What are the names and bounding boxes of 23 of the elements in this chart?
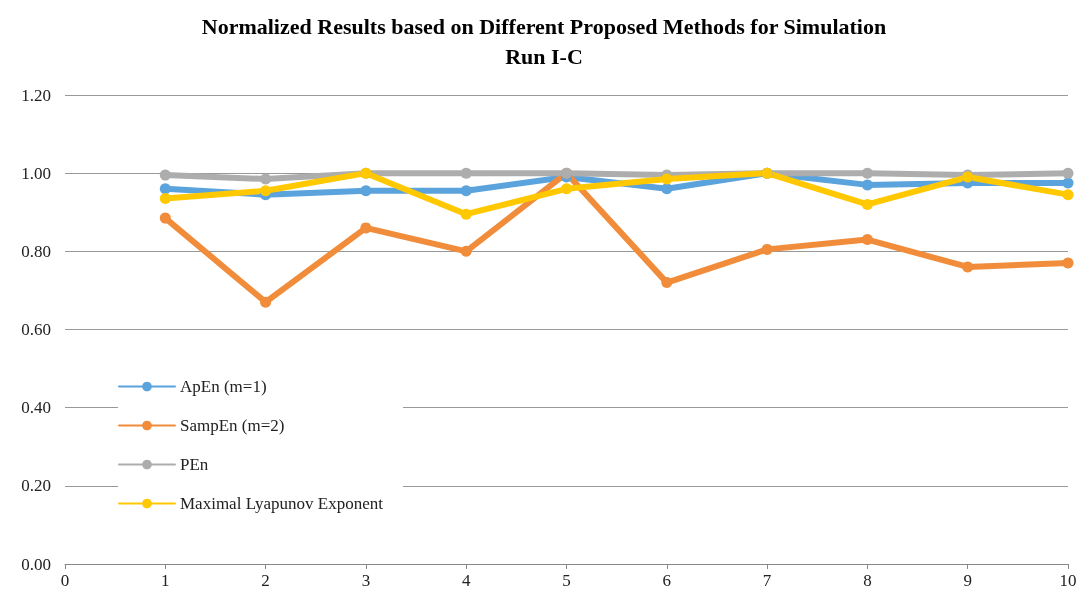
- x-tick-label: 1: [161, 571, 170, 590]
- y-tick-label: 1.00: [21, 163, 51, 183]
- y-tick-label: 0.80: [21, 241, 51, 261]
- y-tick-label: 0.60: [21, 320, 51, 339]
- legend-label: PEn: [180, 455, 209, 474]
- x-tick-label: 9: [963, 571, 972, 590]
- x-tick-label: 10: [1059, 571, 1077, 590]
- x-tick-label: 2: [261, 571, 270, 590]
- x-tick-label: 6: [662, 571, 672, 590]
- y-tick-label: 0.00: [21, 554, 51, 574]
- y-tick-label: 0.20: [21, 476, 51, 496]
- legend-label: SampEn (m=2): [180, 416, 285, 435]
- y-tick-label: 0.40: [21, 398, 51, 418]
- legend-label: Maximal Lyapunov Exponent: [180, 494, 384, 513]
- x-tick-label: 5: [562, 571, 571, 590]
- x-tick-label: 8: [863, 571, 872, 590]
- chart-title: Normalized Results based on Different Proposed Methods for Simulation Run I-C: [201, 13, 887, 69]
- x-tick-label: 3: [361, 571, 371, 590]
- legend-label: ApEn (m=1): [180, 377, 267, 396]
- x-tick-label: 0: [60, 571, 70, 590]
- x-tick-label: 7: [762, 571, 772, 590]
- x-tick-label: 4: [461, 571, 471, 590]
- y-tick-label: 1.20: [21, 85, 51, 105]
